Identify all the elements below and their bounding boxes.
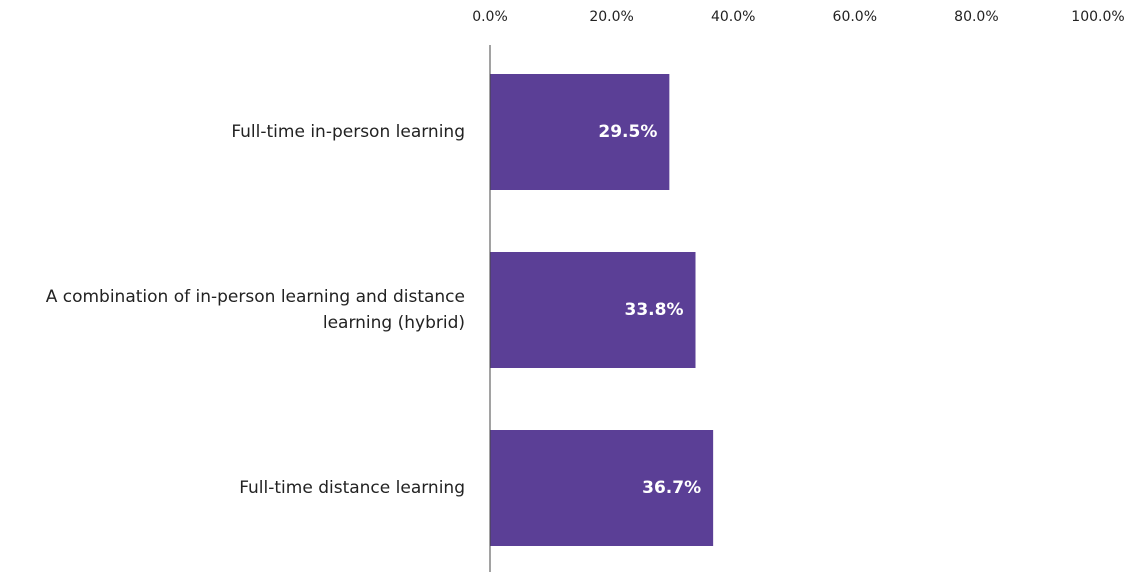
y-tick-label: A combination of in-person learning and … <box>45 287 465 333</box>
x-tick-label: 40.0% <box>711 9 755 25</box>
y-tick-label: Full-time distance learning <box>239 478 465 498</box>
bar <box>490 74 670 190</box>
x-tick-label: 20.0% <box>589 9 633 25</box>
bar-value-label: 36.7% <box>642 478 701 498</box>
bar-value-label: 33.8% <box>625 300 684 320</box>
x-tick-label: 60.0% <box>833 9 877 25</box>
x-tick-label: 0.0% <box>472 9 508 25</box>
bar-value-label: 29.5% <box>598 122 657 142</box>
bar <box>490 252 696 368</box>
x-tick-label: 80.0% <box>954 9 998 25</box>
x-tick-label: 100.0% <box>1071 9 1124 25</box>
bar <box>490 430 714 546</box>
y-tick-label: Full-time in-person learning <box>231 122 465 142</box>
